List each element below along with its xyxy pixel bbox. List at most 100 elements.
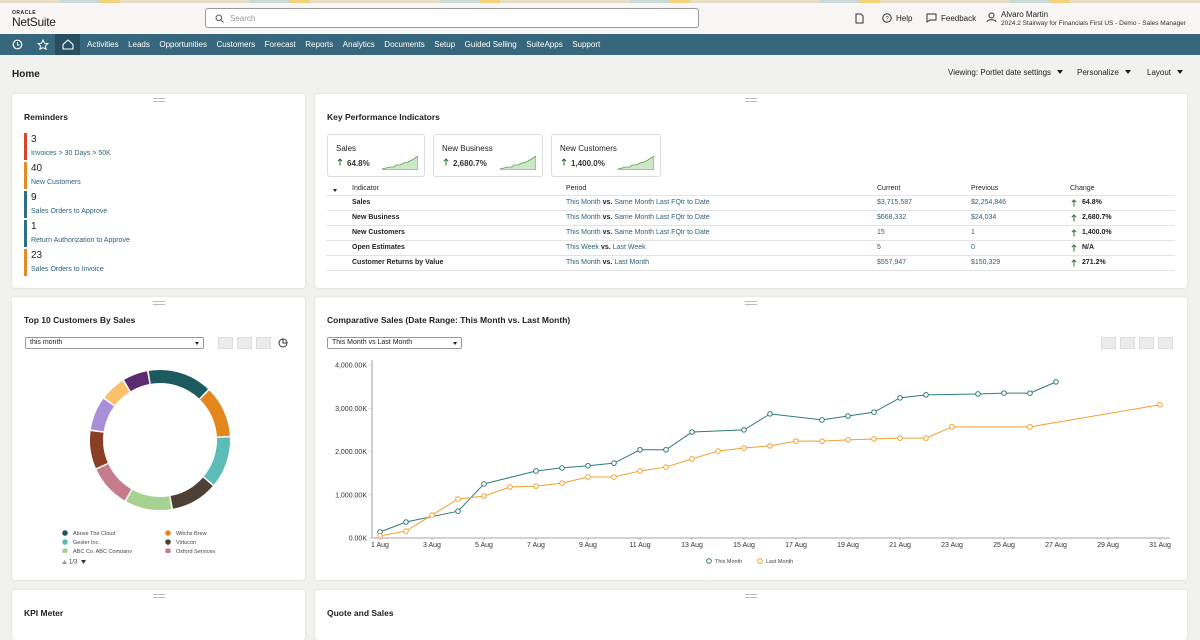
data-point <box>923 435 929 441</box>
pie-type-button[interactable] <box>278 338 288 348</box>
kpi-meter-portlet: KPI Meter <box>12 590 305 640</box>
period-dropdown[interactable]: This Month vs Last Month <box>327 337 462 349</box>
help-link[interactable]: Help <box>896 14 913 23</box>
top-bar: ORACLE NetSuite Search ? Help Feedback A… <box>0 0 1200 35</box>
sparkline-area <box>500 156 536 170</box>
indicator: New Business <box>352 214 400 221</box>
current[interactable]: $557,947 <box>877 259 907 266</box>
previous[interactable]: $2,254,846 <box>971 199 1007 206</box>
kpi-card-change: 64.8% <box>347 159 370 168</box>
nav-item[interactable]: Analytics <box>342 40 375 49</box>
kpi-card: New Business 2,680.7% <box>433 134 543 177</box>
previous[interactable]: 1 <box>971 229 975 236</box>
data-point <box>715 448 721 454</box>
period-from[interactable]: This Month <box>566 259 601 266</box>
period-joiner: vs. <box>602 259 613 266</box>
period-dropdown[interactable]: this month <box>25 337 204 349</box>
period-to[interactable]: Same Month Last FQtr to Date <box>614 214 710 221</box>
chart-type-button[interactable] <box>1120 337 1135 349</box>
reminder-label[interactable]: Invoices > 30 Days > 50K <box>31 150 111 157</box>
data-point <box>663 464 669 470</box>
nav-item[interactable]: SuiteApps <box>526 40 563 49</box>
indicator: New Customers <box>352 229 405 236</box>
row-separator <box>327 210 1175 211</box>
data-point <box>871 436 877 442</box>
arrow <box>1071 229 1077 237</box>
period-to[interactable]: Same Month Last FQtr to Date <box>614 229 710 236</box>
data-point <box>741 427 747 433</box>
reminder-label[interactable]: Sales Orders to Approve <box>31 208 108 215</box>
nav-item[interactable]: Setup <box>434 40 456 49</box>
viewing-menu[interactable]: Viewing: Portlet date settings <box>948 68 1064 77</box>
nav-item[interactable]: Leads <box>128 40 150 49</box>
data-point <box>949 424 955 430</box>
reminder-label[interactable]: Return Authorization to Approve <box>31 237 130 244</box>
help-icon[interactable]: ? <box>882 13 892 23</box>
reminder-label[interactable]: New Customers <box>31 179 81 186</box>
period-to[interactable]: Same Month Last FQtr to Date <box>614 199 710 206</box>
data-point <box>455 496 461 502</box>
period-from[interactable]: This Month <box>566 199 601 206</box>
y-tick-label: 1,000.00K <box>335 492 367 499</box>
previous[interactable]: $150,329 <box>971 259 1001 266</box>
nav-item[interactable]: Opportunities <box>159 40 207 49</box>
indicator: Sales <box>352 199 371 206</box>
nav-item[interactable]: Activities <box>87 40 119 49</box>
brand-strip <box>0 0 1200 3</box>
search-placeholder: Search <box>230 14 256 23</box>
period-to[interactable]: Last Week <box>612 244 646 251</box>
reminder-label[interactable]: Sales Orders to Invoice <box>31 266 104 273</box>
row-separator <box>327 240 1175 241</box>
user-role[interactable]: 2024.2 Stairway for Financials First US … <box>1001 20 1186 27</box>
donut-segment <box>126 489 172 510</box>
period-from[interactable]: This Month <box>566 214 601 221</box>
portlet-title: Comparative Sales (Date Range: This Mont… <box>327 315 571 325</box>
change: 1,400.0% <box>1082 229 1112 236</box>
chart-type-button[interactable] <box>1139 337 1154 349</box>
logo-oracle[interactable]: ORACLE <box>12 10 37 16</box>
nav-item[interactable]: Documents <box>384 40 425 49</box>
up-arrow-icon <box>1071 214 1077 222</box>
data-point <box>585 462 591 469</box>
feedback-icon[interactable] <box>926 13 937 23</box>
legend-swatch <box>62 530 68 536</box>
nav-item[interactable]: Customers <box>216 40 256 49</box>
feedback-link[interactable]: Feedback <box>941 14 977 23</box>
home-tab[interactable] <box>55 34 80 55</box>
logo[interactable]: NetSuite <box>12 15 56 29</box>
nav-item[interactable]: Forecast <box>264 40 296 49</box>
period-from[interactable]: This Month <box>566 229 601 236</box>
chart-type-button[interactable] <box>1101 337 1116 349</box>
layout-menu[interactable]: Layout <box>1147 68 1184 77</box>
line-chart: 0.00K 1,000.00K 2,000.00K 3,000.00K 4,000.00… <box>335 360 1171 565</box>
previous[interactable]: $24,034 <box>971 214 997 221</box>
nav-item[interactable]: Reports <box>305 40 334 49</box>
current[interactable]: $3,715,587 <box>877 199 913 206</box>
documents-icon[interactable] <box>855 13 864 24</box>
current[interactable]: 15 <box>877 229 885 236</box>
svg-text:?: ? <box>885 17 889 23</box>
current[interactable]: $668,332 <box>877 214 907 221</box>
previous[interactable]: 0 <box>971 244 975 251</box>
chart-type-button[interactable] <box>218 337 233 349</box>
user-name[interactable]: Alvaro Martin <box>1001 10 1049 19</box>
recent-icon[interactable] <box>12 39 23 50</box>
current[interactable]: 5 <box>877 244 881 251</box>
search-box[interactable]: Search <box>205 8 699 28</box>
nav-item[interactable]: Support <box>572 40 601 49</box>
favorites-icon[interactable] <box>37 39 49 50</box>
data-point <box>845 413 851 419</box>
personalize-menu[interactable]: Personalize <box>1077 68 1131 77</box>
chart-type-button[interactable] <box>1158 337 1173 349</box>
nav-item[interactable]: Guided Selling <box>464 40 517 49</box>
user-icon[interactable] <box>986 12 997 23</box>
data-point <box>793 438 799 444</box>
period-to[interactable]: Last Month <box>614 259 649 266</box>
chart-type-button[interactable] <box>256 337 271 349</box>
period-from[interactable]: This Week <box>566 244 599 251</box>
arrow <box>1071 214 1077 222</box>
chart-type-button[interactable] <box>237 337 252 349</box>
data-point <box>923 392 929 398</box>
kpi-card-change: 2,680.7% <box>453 159 487 168</box>
